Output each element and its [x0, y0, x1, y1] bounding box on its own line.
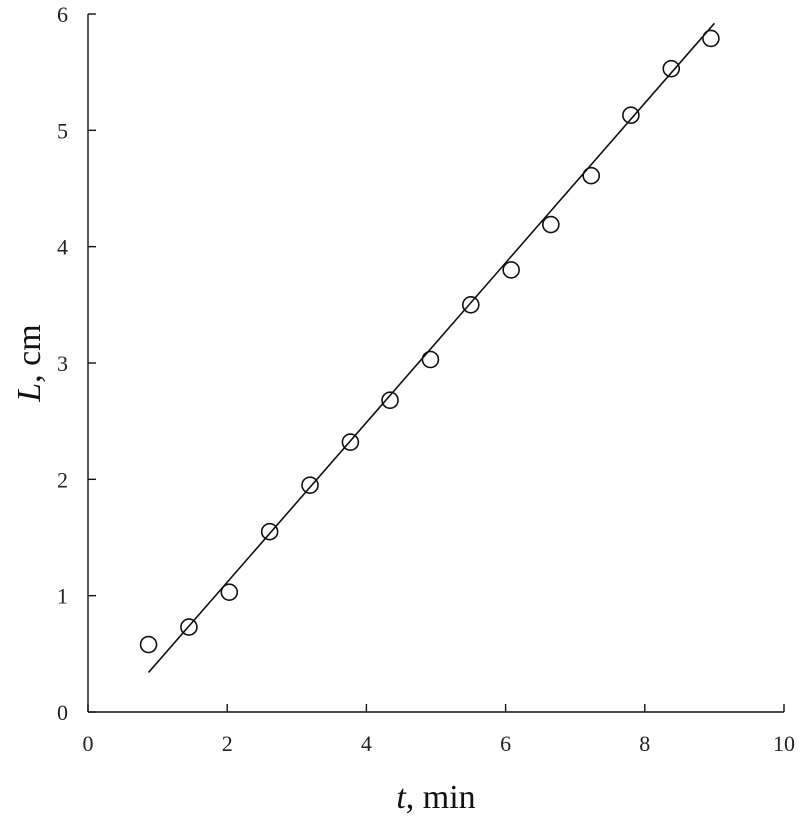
x-tick-label: 10: [773, 731, 795, 756]
x-axis-unit: , min: [406, 779, 476, 816]
data-point: [622, 106, 640, 125]
data-point: [421, 350, 440, 369]
y-axis-label: L, cm: [11, 324, 48, 402]
x-tick-label: 8: [639, 731, 650, 756]
y-tick-label: 1: [57, 584, 68, 609]
data-point: [381, 391, 399, 410]
x-tick-label: 6: [500, 731, 511, 756]
y-tick-label: 2: [57, 467, 68, 492]
data-points: [139, 29, 720, 654]
y-tick-label: 6: [57, 2, 68, 27]
data-point: [180, 618, 198, 636]
data-point: [702, 29, 720, 48]
x-tick-label: 2: [222, 731, 233, 756]
x-ticks: 0 2 4 6 8 10: [83, 704, 795, 756]
y-axis-variable: L: [11, 383, 48, 403]
data-point: [662, 59, 681, 78]
x-axis-label: t, min: [396, 779, 475, 816]
fit-line: [147, 22, 716, 673]
fit-line-layer: [147, 22, 716, 673]
data-point: [139, 635, 158, 654]
y-ticks: 0 1 2 3 4 5 6: [57, 2, 96, 725]
data-point: [301, 476, 319, 494]
axes: [87, 14, 784, 713]
data-point: [341, 433, 360, 451]
y-tick-label: 5: [57, 118, 68, 143]
data-point: [582, 166, 601, 185]
data-point: [542, 215, 560, 234]
data-point: [260, 522, 279, 541]
y-axis-unit: , cm: [11, 324, 48, 383]
x-tick-label: 4: [361, 731, 372, 756]
y-tick-label: 4: [57, 235, 68, 260]
y-tick-label: 0: [57, 700, 68, 725]
y-tick-label: 3: [57, 351, 68, 376]
data-point: [461, 296, 480, 314]
x-tick-label: 0: [83, 731, 94, 756]
data-point: [220, 583, 239, 601]
x-axis-variable: t: [396, 779, 407, 816]
data-point: [502, 261, 520, 279]
